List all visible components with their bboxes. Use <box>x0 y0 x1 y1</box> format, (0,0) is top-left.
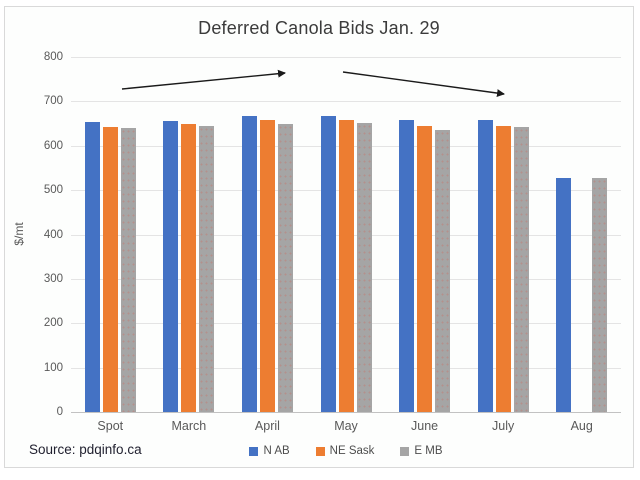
chart-title: Deferred Canola Bids Jan. 29 <box>198 18 440 38</box>
bar-e-mb-june <box>435 129 451 412</box>
gridline-700 <box>71 101 621 103</box>
bar-ne-sask-july <box>495 125 511 412</box>
legend-label: NE Sask <box>329 445 375 457</box>
bar-e-mb-aug <box>592 177 608 412</box>
y-tick-500: 500 <box>43 184 63 197</box>
y-tick-300: 300 <box>43 272 63 285</box>
bar-group-spot <box>84 57 136 412</box>
legend-item-ne-sask: NE Sask <box>315 445 375 457</box>
bar-ne-sask-april <box>259 120 275 412</box>
legend-item-e-mb: E MB <box>400 445 443 457</box>
bar-e-mb-march <box>199 125 215 412</box>
legend-swatch-icon <box>400 446 410 456</box>
bar-ne-sask-march <box>181 124 197 412</box>
bar-n-ab-may <box>320 115 336 412</box>
bar-ne-sask-june <box>417 125 433 412</box>
legend-swatch-icon <box>315 446 325 456</box>
y-tick-100: 100 <box>43 361 63 374</box>
chart-legend: N AB NE Sask E MB <box>71 445 621 457</box>
bar-e-mb-july <box>513 127 529 412</box>
bar-group-july <box>477 57 529 412</box>
x-tick-june: June <box>411 419 439 433</box>
y-tick-400: 400 <box>43 228 63 241</box>
bar-group-march <box>163 57 215 412</box>
y-tick-700: 700 <box>43 95 63 108</box>
bar-group-april <box>241 57 293 412</box>
gridline-800 <box>71 57 621 58</box>
x-tick-aug: Aug <box>570 419 593 433</box>
bar-n-ab-aug <box>556 177 572 412</box>
bar-group-may <box>320 57 372 412</box>
bar-group-june <box>399 57 451 412</box>
y-tick-600: 600 <box>43 139 63 152</box>
y-tick-0: 0 <box>56 406 63 418</box>
legend-label: N AB <box>263 445 290 457</box>
legend-label: E MB <box>414 445 443 457</box>
bar-group-aug <box>556 57 608 412</box>
x-tick-march: March <box>171 419 207 433</box>
x-tick-may: May <box>334 419 358 433</box>
bar-e-mb-spot <box>120 127 136 412</box>
bar-n-ab-july <box>477 120 493 412</box>
bar-e-mb-april <box>277 124 293 412</box>
legend-item-n-ab: N AB <box>249 445 290 457</box>
bar-n-ab-june <box>399 120 415 412</box>
bar-n-ab-march <box>163 120 179 412</box>
bar-n-ab-spot <box>84 122 100 412</box>
x-tick-april: April <box>254 419 280 433</box>
x-tick-july: July <box>492 419 515 433</box>
bar-e-mb-may <box>356 123 372 412</box>
y-tick-800: 800 <box>43 51 63 63</box>
bar-ne-sask-spot <box>102 126 118 412</box>
bar-ne-sask-may <box>338 120 354 412</box>
chart-frame: Deferred Canola Bids Jan. 29 $/mt 800 700… <box>4 6 634 468</box>
source-attribution: Source: pdqinfo.ca <box>29 442 142 457</box>
plot-area <box>71 57 621 413</box>
legend-swatch-icon <box>249 446 259 456</box>
x-tick-spot: Spot <box>97 419 124 433</box>
y-tick-200: 200 <box>43 317 63 330</box>
bar-n-ab-april <box>241 116 257 412</box>
x-axis-line <box>71 412 621 413</box>
